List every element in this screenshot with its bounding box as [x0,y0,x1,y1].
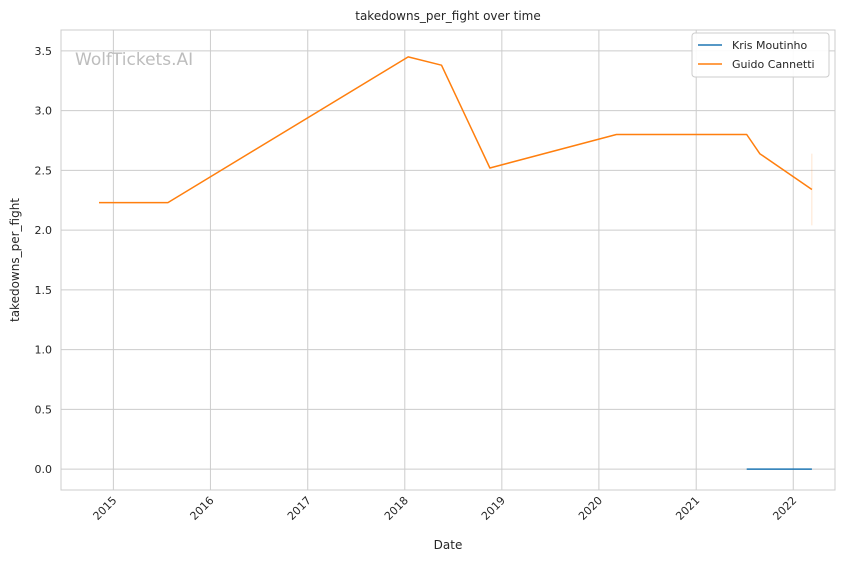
legend-entry-guido-cannetti: Guido Cannetti [732,58,815,71]
y-axis-ticks: 0.0 0.5 1.0 1.5 2.0 2.5 3.0 3.5 [35,45,53,476]
y-tick-label: 1.0 [35,344,53,357]
y-tick-label: 3.0 [35,105,53,118]
legend-entry-kris-moutinho: Kris Moutinho [732,39,808,52]
series [99,56,813,470]
y-tick-label: 1.5 [35,284,53,297]
y-tick-label: 0.0 [35,463,53,476]
y-tick-label: 2.0 [35,224,53,237]
y-tick-label: 3.5 [35,45,53,58]
x-tick-label: 2016 [188,494,217,523]
y-tick-label: 0.5 [35,403,53,416]
x-tick-label: 2017 [285,494,314,523]
x-tick-label: 2022 [770,494,799,523]
x-tick-label: 2021 [673,494,702,523]
x-tick-label: 2019 [479,494,508,523]
x-tick-label: 2020 [576,494,605,523]
legend-box [691,32,830,78]
x-axis-label: Date [434,538,463,552]
chart-title: takedowns_per_fight over time [355,9,541,23]
x-axis-ticks: 2015 2016 2017 2018 2019 2020 2021 2022 [91,494,800,523]
x-tick-label: 2018 [382,494,411,523]
watermark: WolfTickets.AI [75,50,193,70]
grid [61,30,835,490]
legend: Kris Moutinho Guido Cannetti [691,32,830,78]
y-axis-label: takedowns_per_fight [8,198,22,322]
x-tick-label: 2015 [91,494,120,523]
y-tick-label: 2.5 [35,164,53,177]
plot-frame [60,29,836,491]
series-line-guido-cannetti [99,56,813,204]
